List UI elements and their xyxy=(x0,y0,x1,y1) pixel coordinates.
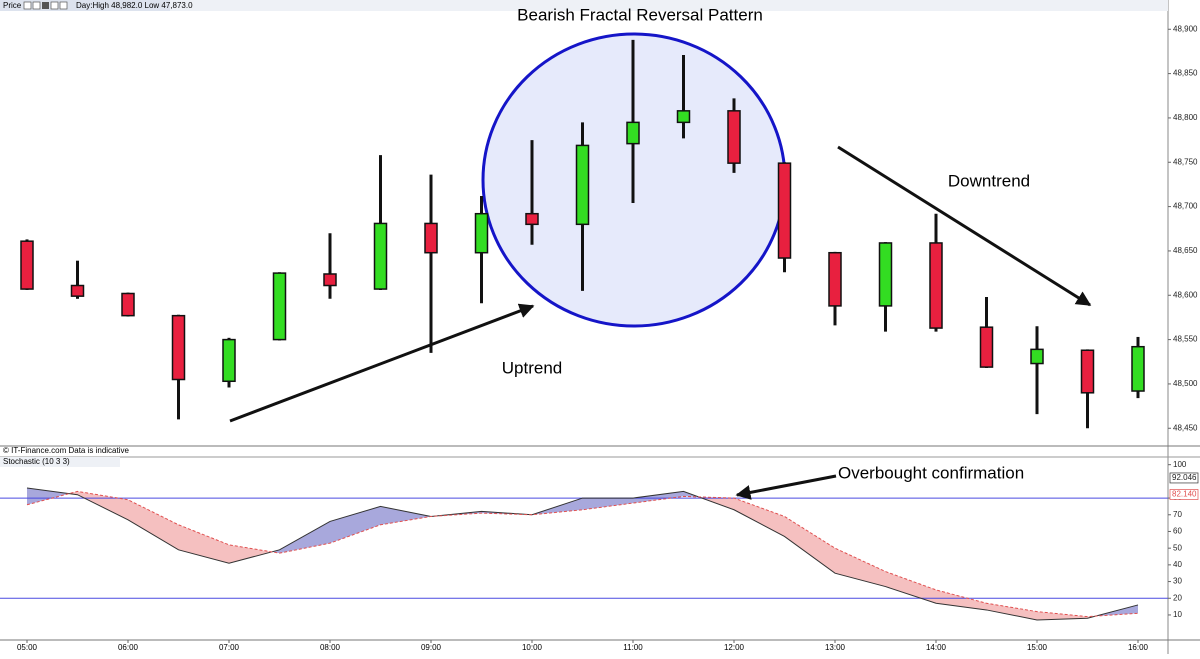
y-tick-label: 48,500 xyxy=(1173,379,1198,388)
fill-area xyxy=(330,506,381,544)
tool-icon[interactable] xyxy=(42,2,49,9)
last-value-label: 92.046 xyxy=(1172,473,1197,482)
candle-body xyxy=(676,110,691,124)
candle-body xyxy=(70,284,85,297)
header-bar xyxy=(0,0,1168,11)
candle-body xyxy=(424,222,438,254)
fill-area xyxy=(835,548,886,587)
annotation: Overbought confirmation xyxy=(838,463,1024,482)
stochastic-panel xyxy=(0,487,1168,621)
fill-area xyxy=(734,498,785,537)
candle-body xyxy=(373,222,388,290)
candle-body xyxy=(878,242,893,307)
fill-area xyxy=(582,498,633,510)
fill-area xyxy=(936,589,987,610)
x-tick-label: 06:00 xyxy=(118,643,139,652)
candles xyxy=(20,39,1145,429)
callout-arrow xyxy=(735,474,837,500)
panel-label: Price xyxy=(3,1,22,10)
fill-area xyxy=(229,544,272,564)
x-tick-label: 14:00 xyxy=(926,643,947,652)
y-tick-label: 70 xyxy=(1173,510,1182,519)
x-tick-label: 10:00 xyxy=(522,643,543,652)
x-tick-label: 07:00 xyxy=(219,643,240,652)
candle-body xyxy=(323,273,337,287)
y-tick-label: 48,750 xyxy=(1173,157,1198,166)
candle-body xyxy=(171,314,186,381)
trend-arrow xyxy=(837,145,1092,307)
y-tick-label: 48,700 xyxy=(1173,202,1198,211)
tool-icon[interactable] xyxy=(32,1,41,10)
copyright: © IT-Finance.com Data is indicative xyxy=(3,446,129,455)
tool-icon[interactable] xyxy=(23,1,32,10)
candle-body xyxy=(1030,348,1044,365)
chart-title: Bearish Fractal Reversal Pattern xyxy=(517,5,763,24)
indicator-label: Stochastic (10 3 3) xyxy=(3,457,70,466)
candle-body xyxy=(828,251,842,307)
candle-body xyxy=(20,240,34,290)
x-tick-label: 11:00 xyxy=(623,643,643,652)
candle-body xyxy=(727,110,741,164)
x-tick-label: 16:00 xyxy=(1128,643,1149,652)
x-tick-label: 12:00 xyxy=(724,643,745,652)
x-tick-label: 08:00 xyxy=(320,643,341,652)
annotation: Uptrend xyxy=(502,358,562,377)
indicator-bar xyxy=(0,457,120,467)
candle-body xyxy=(525,212,539,226)
y-tick-label: 20 xyxy=(1173,593,1182,602)
y-tick-label: 30 xyxy=(1173,577,1182,586)
y-tick-label: 48,550 xyxy=(1173,335,1198,344)
fill-area xyxy=(784,516,835,574)
y-tick-label: 40 xyxy=(1173,560,1182,569)
candle-body xyxy=(626,121,640,145)
fill-area xyxy=(128,499,179,550)
candle-body xyxy=(121,292,135,317)
fill-area xyxy=(69,491,78,495)
y-tick-label: 10 xyxy=(1173,610,1182,619)
day-range: Day:High 48,982.0 Low 47,873.0 xyxy=(76,1,193,10)
last-value-box xyxy=(1169,472,1199,484)
x-tick-label: 05:00 xyxy=(17,643,38,652)
candle-body xyxy=(474,212,489,254)
candle-body xyxy=(979,326,994,368)
candle-body xyxy=(1131,345,1145,392)
candle-body xyxy=(1080,349,1095,394)
annotation: Downtrend xyxy=(948,171,1030,190)
last-value-label: 82.140 xyxy=(1172,490,1197,499)
fill-area xyxy=(279,521,330,554)
stochastic-line xyxy=(26,490,1139,618)
fill-area xyxy=(633,491,684,504)
y-tick-label: 48,600 xyxy=(1173,290,1198,299)
x-tick-label: 09:00 xyxy=(421,643,442,652)
stochastic-line xyxy=(26,487,1139,621)
trend-arrow xyxy=(229,303,535,423)
last-value-box xyxy=(1169,489,1199,500)
fill-area xyxy=(986,603,1037,620)
fill-area xyxy=(885,571,936,604)
candle-body xyxy=(222,338,236,383)
y-tick-label: 100 xyxy=(1173,460,1187,469)
y-tick-label: 48,450 xyxy=(1173,423,1198,432)
candle-body xyxy=(929,242,943,329)
y-tick-label: 48,800 xyxy=(1173,113,1198,122)
header-tools xyxy=(0,0,170,11)
candle-body xyxy=(777,162,792,259)
candle-body xyxy=(272,272,287,341)
y-tick-label: 60 xyxy=(1173,527,1182,536)
fill-area xyxy=(178,524,229,564)
x-tick-label: 13:00 xyxy=(825,643,846,652)
y-tick-label: 48,650 xyxy=(1173,246,1198,255)
y-tick-label: 48,850 xyxy=(1173,69,1198,78)
x-tick-label: 15:00 xyxy=(1027,643,1048,652)
tool-icon[interactable] xyxy=(59,1,68,10)
y-tick-label: 48,900 xyxy=(1173,24,1198,33)
fill-area xyxy=(1037,611,1088,620)
fill-area xyxy=(380,506,431,525)
tool-icon[interactable] xyxy=(50,1,59,10)
candle-body xyxy=(575,144,590,226)
y-tick-label: 50 xyxy=(1173,543,1182,552)
